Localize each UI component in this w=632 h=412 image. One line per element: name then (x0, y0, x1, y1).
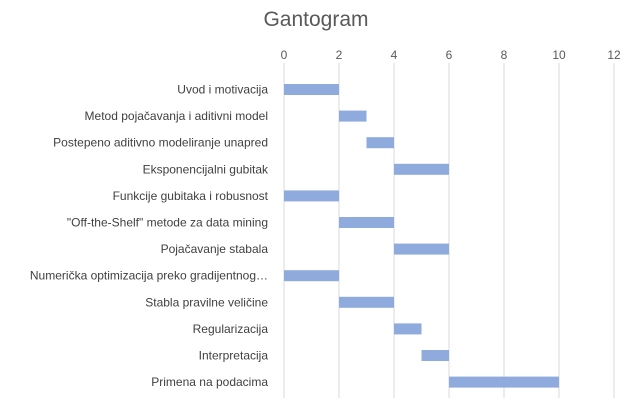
category-label: Stabla pravilne veličine (145, 295, 268, 309)
task-bar (284, 270, 339, 282)
x-tick-label: 10 (552, 48, 566, 62)
category-label: Numerička optimizacija preko gradijentno… (30, 269, 268, 283)
task-bar (339, 296, 394, 308)
category-label: Interpretacija (199, 349, 269, 363)
category-label: Primena na podacima (151, 375, 268, 389)
x-tick-label: 8 (501, 48, 508, 62)
task-bar (339, 110, 367, 122)
task-bar (339, 217, 394, 228)
category-label: "Off-the-Shelf" metode za data mining (67, 216, 268, 230)
chart-title: Gantogram (263, 8, 369, 31)
task-bar (394, 243, 449, 255)
x-tick-label: 0 (281, 48, 288, 62)
category-label: Postepeno aditivno modeliranje unapred (53, 136, 268, 150)
x-tick-label: 4 (391, 48, 398, 62)
category-label: Eksponencijalni gubitak (143, 162, 269, 176)
category-label: Funkcije gubitaka i robusnost (113, 189, 269, 203)
task-bar (421, 350, 449, 361)
task-bar (284, 84, 339, 95)
task-bar (394, 323, 422, 335)
category-label: Uvod i motivacija (177, 83, 268, 97)
category-label: Metod pojačavanja i aditivni model (85, 109, 268, 123)
x-tick-label: 12 (607, 48, 621, 62)
task-bar (366, 137, 394, 149)
x-tick-label: 6 (446, 48, 453, 62)
category-label: Pojačavanje stabala (161, 242, 269, 256)
category-label: Regularizacija (193, 322, 269, 336)
task-bar (394, 163, 449, 175)
task-bar (449, 376, 559, 388)
x-tick-label: 2 (336, 48, 343, 62)
task-bar (284, 190, 339, 202)
